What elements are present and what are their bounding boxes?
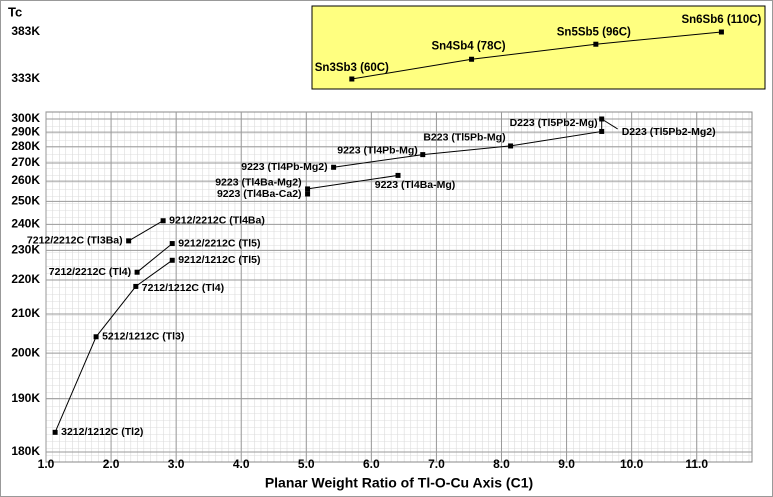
data-point <box>134 269 140 275</box>
y-tick-label: 200K <box>11 345 40 359</box>
point-label: 3212/1212C (Tl2) <box>61 426 143 438</box>
y-tick-label: 180K <box>11 444 40 458</box>
data-point <box>331 164 337 170</box>
point-label: 9223 (Tl4Ba-Mg) <box>375 179 456 191</box>
y-tick-label: 210K <box>11 306 40 320</box>
point-label: 9212/2212C (Tl5) <box>178 237 260 249</box>
point-label: Sn3Sb3 (60C) <box>315 62 389 74</box>
series-line <box>136 243 173 273</box>
data-point <box>420 152 426 158</box>
y-tick-label: 190K <box>11 391 40 405</box>
point-label: Sn5Sb5 (96C) <box>557 26 631 38</box>
y-tick-label: 290K <box>11 124 40 138</box>
x-tick-label: 9.0 <box>558 457 575 471</box>
inset-box <box>311 5 766 90</box>
data-point <box>305 186 311 192</box>
y-tick-label: 300K <box>11 111 40 125</box>
point-label: 7212/2212C (Tl3Ba) <box>27 235 123 247</box>
point-label: D223 (Tl5Pb2-Mg2) <box>622 126 716 138</box>
data-point <box>508 143 514 149</box>
data-point <box>469 56 475 62</box>
y-tick-label: 280K <box>11 139 40 153</box>
y-tick-label: 250K <box>11 194 40 208</box>
plot-area <box>45 111 753 463</box>
y-tick-label: 333K <box>11 71 40 85</box>
point-label: 9212/2212C (Tl4Ba) <box>169 215 265 227</box>
data-point <box>395 172 401 178</box>
point-label: Sn4Sb4 (78C) <box>431 40 505 52</box>
series-line <box>351 31 722 80</box>
x-tick-label: 2.0 <box>103 457 120 471</box>
point-label: B223 (Tl5Pb-Mg) <box>423 132 505 144</box>
x-tick-label: 1.0 <box>38 457 55 471</box>
series-line <box>54 259 173 433</box>
x-tick-label: 8.0 <box>493 457 510 471</box>
data-point <box>133 283 139 289</box>
x-tick-label: 11.0 <box>685 457 708 471</box>
point-label: 5212/1212C (Tl3) <box>102 331 184 343</box>
data-point <box>169 241 175 247</box>
x-tick-label: 3.0 <box>168 457 185 471</box>
data-point <box>718 29 724 35</box>
data-point <box>599 128 605 134</box>
y-tick-label: 260K <box>11 173 40 187</box>
point-label: 7212/2212C (Tl4) <box>49 266 131 278</box>
data-point <box>349 76 355 82</box>
data-point <box>305 191 311 197</box>
y-tick-label: 230K <box>11 243 40 257</box>
data-point <box>169 257 175 263</box>
data-point <box>93 334 99 340</box>
point-label: 9223 (Tl4Pb-Mg2) <box>241 161 327 173</box>
data-point <box>52 429 58 435</box>
data-point <box>593 41 599 47</box>
point-label: 9223 (Tl4Ba-Ca2) <box>217 188 302 200</box>
label-leader <box>601 118 618 130</box>
series-line <box>307 174 399 190</box>
y-tick-label: 220K <box>11 272 40 286</box>
x-tick-label: 10.0 <box>620 457 644 471</box>
data-point <box>126 238 132 244</box>
series-line <box>128 220 164 242</box>
data-point <box>160 218 166 224</box>
y-axis-label: Tc <box>8 4 22 19</box>
y-tick-label: 383K <box>11 24 40 38</box>
x-tick-label: 7.0 <box>428 457 445 471</box>
y-tick-label: 270K <box>11 155 40 169</box>
x-tick-label: 6.0 <box>363 457 380 471</box>
point-label: D223 (Tl5Pb2-Mg) <box>510 117 598 129</box>
point-label: 9223 (Tl4Pb-Mg) <box>337 144 418 156</box>
point-label: 9223 (Tl4Ba-Mg2) <box>215 177 301 189</box>
x-axis-label: Planar Weight Ratio of Tl-O-Cu Axis (C1) <box>265 475 533 491</box>
x-tick-label: 4.0 <box>233 457 250 471</box>
x-tick-label: 5.0 <box>298 457 315 471</box>
y-tick-label: 240K <box>11 217 40 231</box>
point-label: 7212/1212C (Tl4) <box>142 282 224 294</box>
point-label: 9212/1212C (Tl5) <box>178 254 260 266</box>
point-label: Sn6Sb6 (110C) <box>681 14 761 26</box>
